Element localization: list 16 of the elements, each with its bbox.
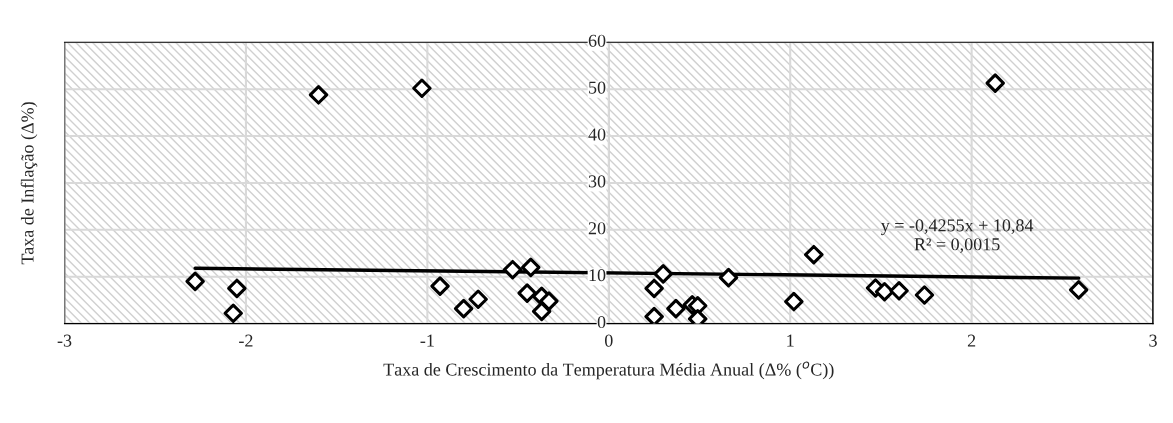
x-tick-label: 2 [967,334,976,347]
y-tick-label: 40 [588,128,606,141]
y-tick-label: 20 [588,222,606,235]
y-axis-title: Taxa de Inflação (Δ%) [20,102,38,265]
annotation: y = -0,4255x + 10,84 R² = 0,0015 [880,219,1034,253]
x-axis-title: Taxa de Crescimento da Temperatura Média Anual (Δ% ($^{o}$C)) [383,361,834,380]
y-tick-label: 0 [597,315,606,329]
y-tick-label: 30 [588,175,606,188]
x-tick-label: -3 [57,334,72,347]
y-tick-label: 50 [589,81,606,94]
x-tick-label: 1 [787,334,794,347]
x-tick-label: -1 [420,334,434,347]
y-tick-label: 60 [588,34,606,47]
y-tick-label: 10 [589,269,606,282]
x-tick-label: -2 [239,334,253,347]
x-tick-label: 3 [1149,334,1157,347]
